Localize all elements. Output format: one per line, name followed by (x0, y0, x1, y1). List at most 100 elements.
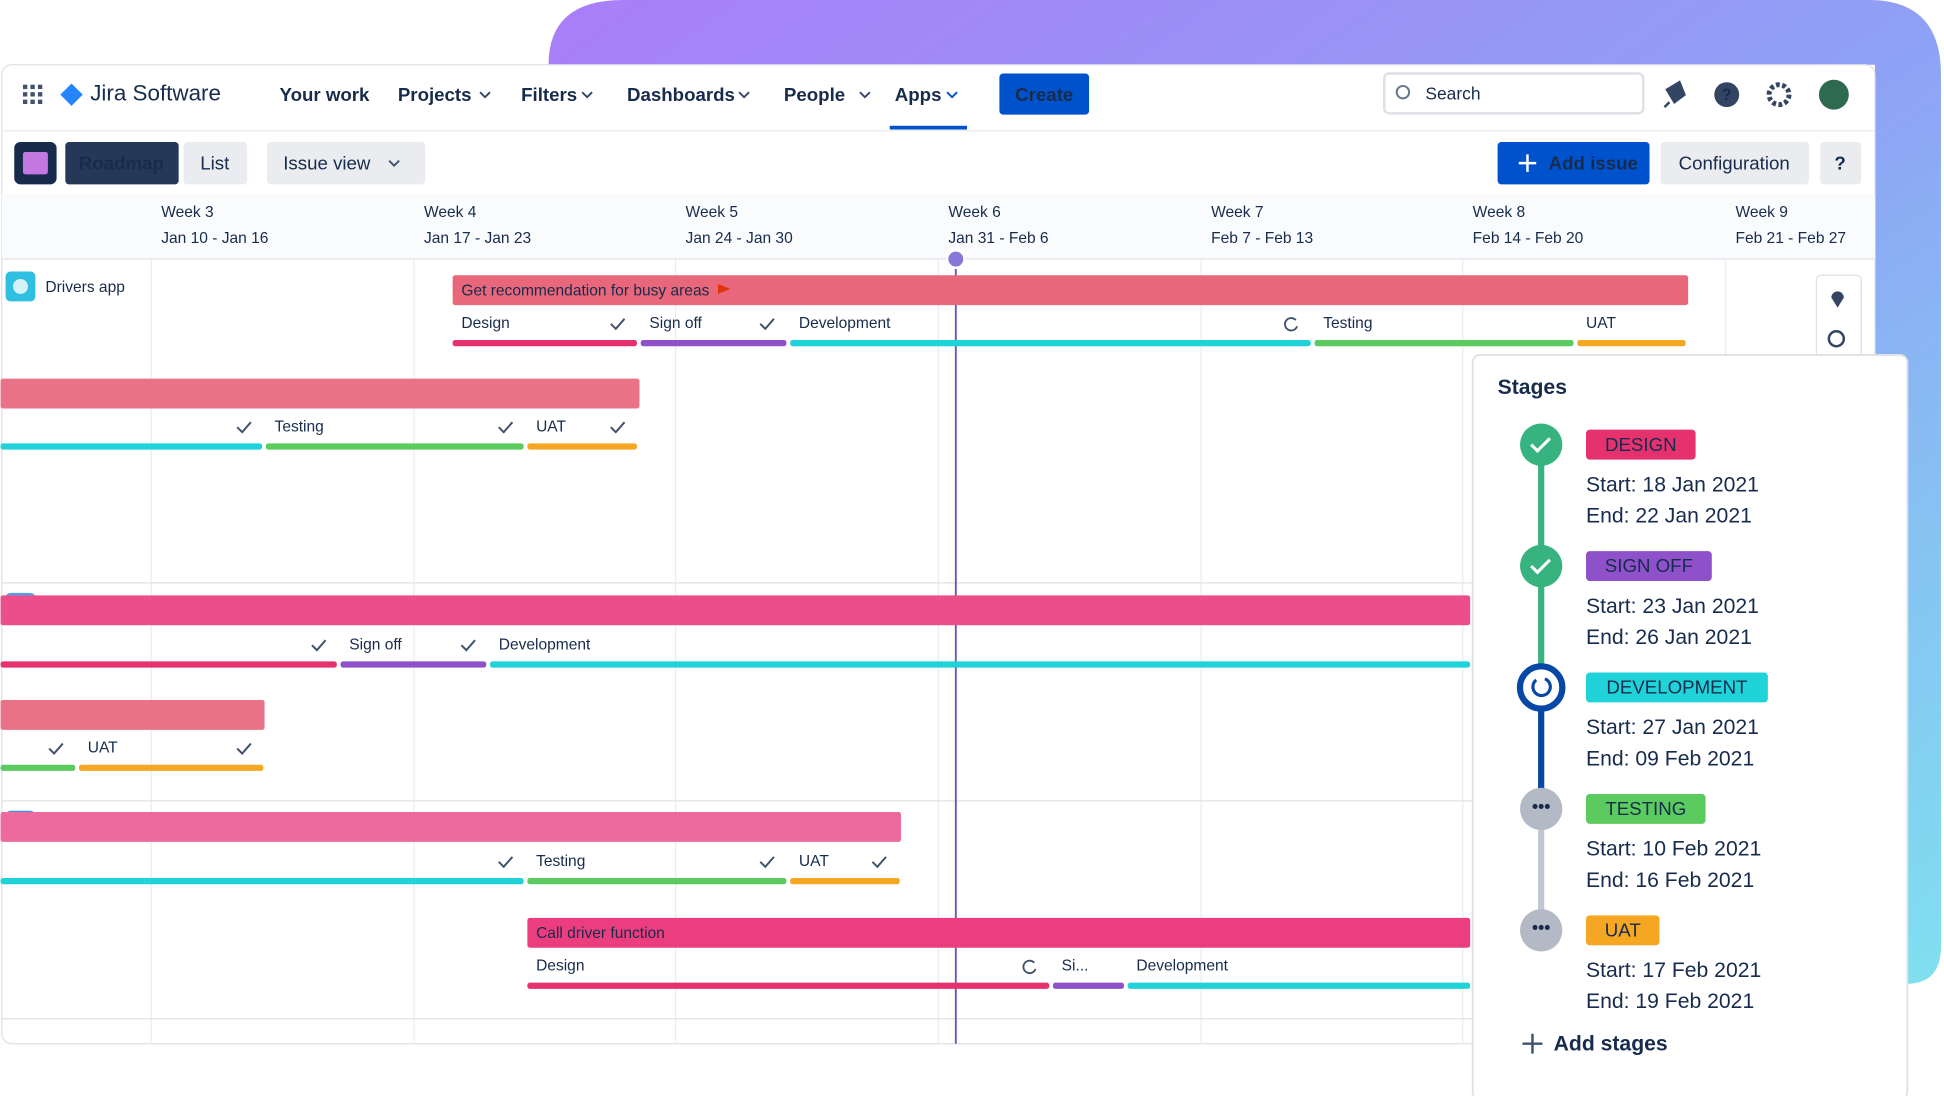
issue-view-label: Issue view (283, 152, 371, 173)
nav-item[interactable]: Filters (521, 84, 577, 105)
zoom-icon (1827, 330, 1846, 348)
issue-bar[interactable] (0, 812, 902, 842)
nav-item[interactable]: Your work (280, 84, 371, 105)
stage-status (1520, 544, 1563, 588)
stage-label: Development (1136, 958, 1228, 975)
stage-label: Sign off (649, 315, 702, 332)
nav-item[interactable]: Dashboards (627, 84, 735, 105)
stage-bar (790, 878, 900, 885)
avatar[interactable] (1818, 79, 1849, 110)
in-progress-icon (1022, 959, 1037, 975)
stage-status (1520, 909, 1563, 952)
check-icon (759, 856, 775, 869)
search-box[interactable] (1382, 72, 1645, 115)
create-button[interactable] (999, 73, 1090, 115)
stage-bar (1577, 340, 1686, 347)
nav-item[interactable]: People (784, 84, 845, 105)
nav-item[interactable]: Projects (398, 84, 472, 105)
week-range: Jan 17 - Jan 23 (424, 230, 531, 247)
status-ellipsis: ••• (1532, 918, 1550, 938)
stage-bar (265, 443, 524, 450)
issue-bar[interactable] (452, 275, 1689, 306)
app-switcher-dot (37, 99, 43, 104)
stage-bar (1052, 982, 1124, 989)
help-glyph: ? (1722, 86, 1732, 104)
issue-title: Get recommendation for busy areas (461, 283, 709, 300)
configuration-button[interactable] (1660, 141, 1809, 185)
week-range: Jan 31 - Feb 6 (948, 230, 1048, 247)
issue-bar[interactable] (527, 917, 1471, 948)
tool-strip (1815, 274, 1862, 364)
chevron (581, 91, 593, 99)
project-avatar-mark (22, 151, 48, 175)
settings-icon[interactable] (1766, 82, 1792, 108)
stage-bar (640, 340, 787, 347)
week-range: Jan 10 - Jan 16 (161, 230, 268, 247)
stage-status (1520, 423, 1563, 466)
app-switcher-dot (37, 92, 43, 97)
week-label: Week 4 (424, 204, 477, 221)
week-range: Feb 7 - Feb 13 (1211, 230, 1313, 247)
stage-end: End: 22 Jan 2021 (1586, 504, 1752, 527)
check-icon (871, 856, 887, 869)
week-range: Feb 21 - Feb 27 (1735, 230, 1846, 247)
week-label: Week 3 (161, 204, 213, 221)
status-ellipsis: ••• (1532, 796, 1550, 816)
search-icon (1395, 84, 1411, 100)
add-issue-button[interactable] (1497, 141, 1650, 185)
stage-end: End: 19 Feb 2021 (1586, 990, 1754, 1013)
app-switcher-dot (22, 84, 28, 90)
issue-title: Call driver function (536, 925, 665, 942)
stage-lozenge (1586, 429, 1696, 460)
nav-item[interactable]: Apps (895, 84, 942, 105)
stage-label: Design (461, 315, 509, 332)
help-icon[interactable] (1714, 82, 1740, 108)
check-icon (236, 742, 252, 755)
issue-view-button[interactable] (267, 141, 426, 185)
stage-label: Development (799, 315, 891, 332)
check-icon (311, 639, 327, 652)
status-check (1530, 437, 1551, 454)
plus-icon (1522, 1033, 1543, 1054)
week-label: Week 6 (948, 204, 1000, 221)
check-icon (498, 856, 514, 869)
stage-start: Start: 18 Jan 2021 (1586, 473, 1759, 496)
stage-bar (79, 764, 264, 771)
stage-name: DESIGN (1605, 434, 1677, 455)
stage-end: End: 26 Jan 2021 (1586, 626, 1752, 649)
stage-bar (340, 661, 487, 668)
plus-icon (1518, 154, 1537, 172)
issue-bar[interactable] (0, 595, 1471, 626)
location-icon (1831, 291, 1844, 308)
stage-label: Design (536, 958, 584, 975)
in-progress-icon (1284, 317, 1298, 332)
chevron (738, 91, 750, 99)
stage-bar (0, 764, 76, 771)
jira-logo (60, 83, 83, 106)
view-tab: Roadmap (79, 152, 164, 173)
chevron (946, 91, 958, 99)
list-tab[interactable] (183, 141, 248, 185)
stage-bar (790, 340, 1311, 347)
stage-start: Start: 17 Feb 2021 (1586, 959, 1761, 982)
stage-bar (1314, 340, 1574, 347)
stage-bar (527, 443, 637, 450)
roadmap-tab[interactable] (65, 141, 179, 185)
issue-bar[interactable] (0, 699, 265, 730)
notifications-icon[interactable] (1663, 80, 1686, 108)
stage-status (1520, 787, 1563, 831)
stage-bar (527, 878, 787, 885)
stage-label: Development (499, 636, 591, 653)
stage-bar (0, 661, 337, 668)
stage-bar (1127, 982, 1471, 989)
stage-lozenge (1586, 551, 1712, 582)
week-label: Week 5 (686, 204, 738, 221)
stage-label: UAT (1586, 315, 1616, 332)
help-button[interactable] (1820, 141, 1862, 185)
app-switcher-dot (22, 92, 28, 97)
stage-start: Start: 27 Jan 2021 (1586, 716, 1759, 739)
add-stages[interactable]: Add stages (1554, 1033, 1668, 1056)
stage-bar (490, 661, 1471, 668)
issue-bar[interactable] (0, 378, 640, 409)
